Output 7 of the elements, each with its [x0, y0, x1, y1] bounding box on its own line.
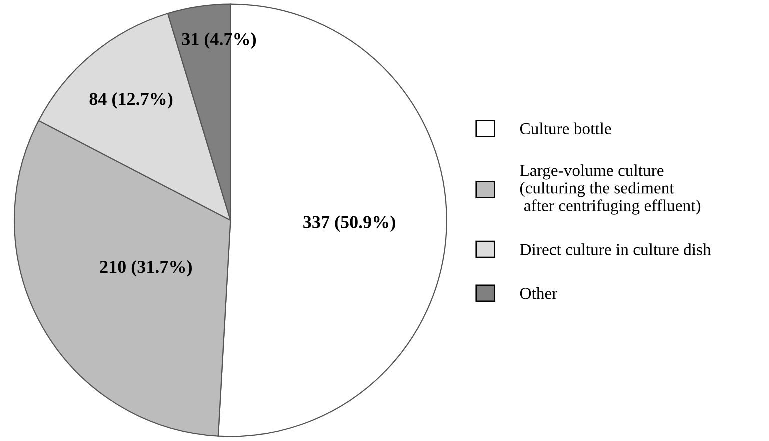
legend-label: Large-volume culture (culturing the sediment after centrifuging effluent) — [520, 164, 701, 215]
legend-label: Other — [520, 288, 558, 300]
data-label: 210 (31.7%) — [100, 260, 192, 277]
data-label: 337 (50.9%) — [304, 216, 396, 232]
legend-label: Direct culture in culture dish — [520, 244, 712, 256]
data-label: 84 (12.7%) — [90, 92, 173, 109]
slice-label: Culture bottle — [520, 122, 612, 135]
